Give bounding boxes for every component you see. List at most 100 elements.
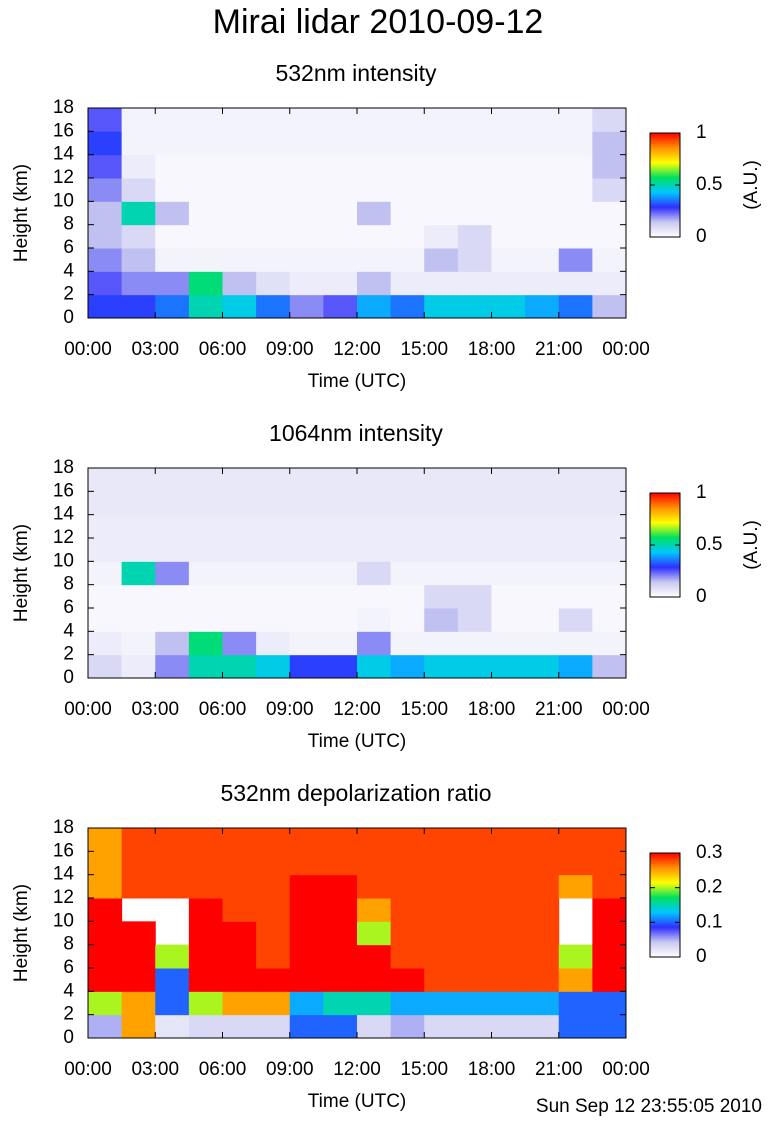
heatmap-cell [289, 154, 324, 179]
heatmap-cell [357, 874, 392, 899]
heatmap-cell [390, 874, 425, 899]
heatmap-cell [256, 874, 291, 899]
heatmap-cell [256, 631, 291, 656]
heatmap-cell [424, 584, 459, 609]
heatmap-cell [457, 921, 492, 946]
heatmap-cell [525, 874, 560, 899]
heatmap-cell [256, 224, 291, 249]
heatmap-cell [155, 828, 190, 852]
heatmap-cell [88, 491, 123, 516]
heatmap-cell [390, 131, 425, 156]
y-tick-label: 16 [53, 480, 74, 501]
heatmap-cell [457, 654, 492, 679]
heatmap-cell [424, 944, 459, 969]
heatmap-cell [457, 224, 492, 249]
heatmap-cell [323, 224, 358, 249]
heatmap-cell [256, 921, 291, 946]
heatmap-cell [558, 538, 593, 562]
panel-title: 532nm intensity [275, 60, 437, 86]
heatmap-cell [457, 561, 492, 586]
y-tick-label: 8 [63, 214, 74, 235]
heatmap-cell [121, 131, 156, 156]
heatmap-cell [424, 108, 459, 132]
heatmap-cell [121, 561, 156, 586]
heatmap-cell [222, 584, 257, 609]
heatmap-cell [155, 248, 190, 272]
y-tick-label: 18 [53, 817, 74, 838]
heatmap-cell [323, 851, 358, 876]
heatmap-cell [592, 294, 627, 319]
heatmap-cell [592, 584, 627, 609]
heatmap-cell [256, 271, 291, 296]
heatmap-cell [222, 944, 257, 969]
heatmap-cell [256, 898, 291, 922]
heatmap-cell [323, 271, 358, 296]
heatmap-cell [256, 851, 291, 876]
heatmap-cell [155, 131, 190, 156]
y-tick-label: 14 [53, 504, 75, 525]
heatmap-cell [357, 514, 392, 539]
heatmap-cell [188, 828, 223, 852]
heatmap-cell [457, 154, 492, 179]
heatmap-cell [390, 968, 425, 992]
heatmap-cell [121, 271, 156, 296]
heatmap-cell [88, 514, 123, 539]
heatmap-cell [357, 294, 392, 319]
heatmap-cell [188, 178, 223, 202]
heatmap-cell [323, 178, 358, 202]
heatmap-cell [592, 468, 627, 492]
heatmap-cell [558, 294, 593, 319]
y-tick-label: 18 [53, 97, 74, 118]
y-tick-label: 10 [53, 910, 74, 931]
y-tick-label: 2 [63, 644, 74, 665]
heatmap-cell [525, 154, 560, 179]
heatmap-cell [357, 201, 392, 226]
heatmap-cell [188, 248, 223, 272]
heatmap-cell [88, 631, 123, 656]
heatmap-cell [491, 178, 526, 202]
heatmap-cell [357, 828, 392, 852]
y-tick-label: 12 [53, 887, 74, 908]
heatmap-cell [592, 514, 627, 539]
heatmap-cell [188, 944, 223, 969]
heatmap-cell [323, 608, 358, 632]
heatmap-cell [457, 1014, 492, 1039]
heatmap-cell [88, 108, 123, 132]
heatmap-cell [323, 491, 358, 516]
heatmap-cell [121, 608, 156, 632]
x-tick-label: 12:00 [333, 339, 381, 360]
heatmap-cell [424, 248, 459, 272]
y-tick-label: 6 [63, 237, 74, 258]
heatmap-cell [424, 991, 459, 1016]
heatmap-cell [88, 921, 123, 946]
heatmap-cell [390, 654, 425, 679]
heatmap-cell [121, 944, 156, 969]
heatmap-cell [256, 561, 291, 586]
colorbar-tick-label: 0 [696, 946, 707, 967]
heatmap-cell [525, 631, 560, 656]
heatmap-cell [155, 944, 190, 969]
heatmap-cell [155, 271, 190, 296]
heatmap-cell [121, 538, 156, 562]
colorbar-tick-label: 0.2 [696, 877, 722, 898]
heatmap-cell [256, 584, 291, 609]
y-tick-label: 10 [53, 550, 74, 571]
heatmap-cell [88, 1014, 123, 1039]
heatmap-cell [491, 468, 526, 492]
x-tick-label: 18:00 [468, 1059, 516, 1080]
y-tick-label: 2 [63, 284, 74, 305]
heatmap-cell [592, 178, 627, 202]
heatmap-cell [525, 851, 560, 876]
heatmap-cell [390, 224, 425, 249]
y-axis-label: Height (km) [11, 884, 32, 982]
heatmap-cell [525, 178, 560, 202]
heatmap-cell [222, 561, 257, 586]
heatmap-cell [592, 1014, 627, 1039]
heatmap-cell [88, 561, 123, 586]
heatmap-cell [491, 874, 526, 899]
x-axis-label: Time (UTC) [308, 1091, 407, 1112]
heatmap-cell [323, 154, 358, 179]
heatmap-cell [491, 514, 526, 539]
heatmap-cell [121, 654, 156, 679]
